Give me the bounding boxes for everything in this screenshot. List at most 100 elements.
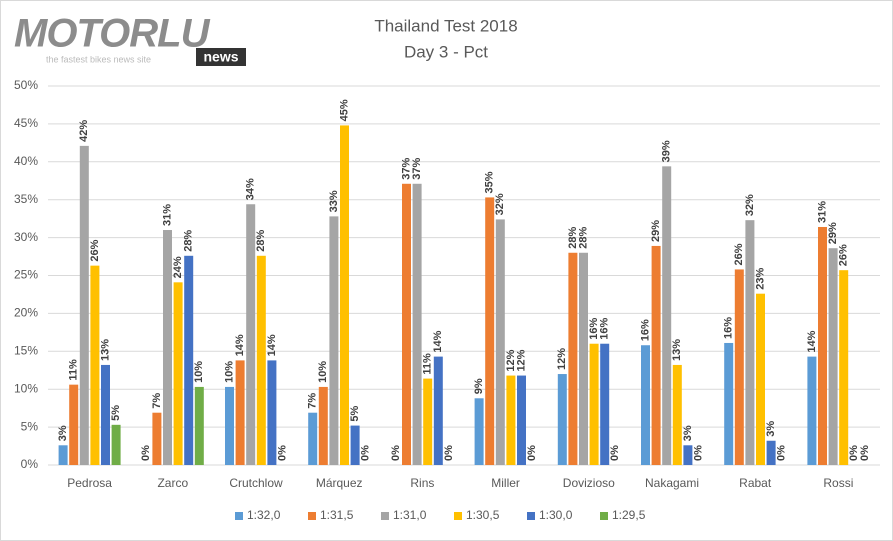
value-label: 0%	[526, 445, 538, 461]
bar	[256, 255, 266, 465]
value-label: 3%	[765, 421, 777, 437]
legend-label: 1:31,5	[320, 508, 354, 522]
x-tick-label: Dovizioso	[563, 476, 615, 490]
value-label: 29%	[827, 222, 839, 244]
bar	[194, 386, 204, 465]
y-tick-label: 30%	[14, 230, 38, 244]
value-label: 23%	[754, 267, 766, 289]
bar	[568, 252, 578, 465]
value-label: 10%	[317, 361, 329, 383]
y-tick-label: 50%	[14, 78, 38, 92]
bar	[672, 364, 682, 465]
value-label: 7%	[151, 393, 163, 409]
bar	[69, 384, 79, 465]
bar	[79, 145, 89, 465]
value-label: 24%	[172, 256, 184, 278]
legend-label: 1:31,0	[393, 508, 427, 522]
bar	[267, 360, 277, 465]
value-label: 0%	[390, 445, 402, 461]
legend-swatch	[235, 512, 243, 520]
value-label: 7%	[307, 393, 319, 409]
value-label: 13%	[671, 339, 683, 361]
value-label: 16%	[588, 317, 600, 339]
bar	[474, 398, 484, 465]
value-label: 0%	[360, 445, 372, 461]
bar	[340, 125, 349, 465]
bar	[517, 375, 526, 465]
value-label: 0%	[443, 445, 455, 461]
bar	[433, 356, 443, 465]
value-label: 5%	[349, 405, 361, 421]
x-tick-label: Pedrosa	[67, 476, 112, 490]
bar	[662, 166, 672, 465]
x-tick-label: Rabat	[739, 476, 772, 490]
y-tick-label: 10%	[14, 381, 38, 395]
value-label: 37%	[400, 158, 412, 180]
value-label: 12%	[505, 349, 517, 371]
bar	[724, 342, 734, 465]
value-label: 10%	[193, 361, 205, 383]
value-label: 42%	[78, 120, 90, 142]
logo-text: MOTORLU	[14, 12, 211, 56]
legend-swatch	[308, 512, 316, 520]
bar	[828, 248, 838, 465]
bar	[818, 226, 827, 465]
value-label: 12%	[515, 349, 527, 371]
x-tick-label: Rossi	[823, 476, 853, 490]
bar	[402, 183, 411, 466]
value-label: 26%	[838, 244, 850, 266]
legend-label: 1:30,0	[539, 508, 573, 522]
bar	[318, 386, 328, 465]
chart-title: Thailand Test 2018	[374, 16, 517, 35]
legend-swatch	[600, 512, 608, 520]
bar	[839, 270, 849, 465]
value-label: 28%	[183, 230, 195, 252]
value-label: 13%	[99, 339, 111, 361]
value-label: 33%	[328, 190, 340, 212]
value-label: 0%	[859, 445, 871, 461]
value-label: 26%	[733, 243, 745, 265]
y-tick-label: 20%	[14, 306, 38, 320]
y-tick-label: 40%	[14, 154, 38, 168]
bar	[485, 197, 495, 465]
logo-badge-box	[196, 48, 246, 66]
y-tick-label: 0%	[21, 457, 39, 471]
bar	[173, 282, 183, 465]
value-label: 39%	[661, 140, 673, 162]
bar	[807, 356, 817, 465]
bar	[235, 360, 245, 465]
value-label: 0%	[692, 445, 704, 461]
bar	[90, 265, 100, 465]
value-label: 0%	[848, 445, 860, 461]
bar	[745, 220, 755, 465]
legend-swatch	[454, 512, 462, 520]
chart-subtitle: Day 3 - Pct	[404, 42, 488, 61]
value-label: 3%	[682, 425, 694, 441]
value-label: 45%	[338, 99, 350, 121]
value-label: 16%	[723, 317, 735, 339]
value-label: 28%	[255, 230, 267, 252]
bar	[651, 245, 661, 465]
y-tick-label: 15%	[14, 343, 38, 357]
bar	[683, 445, 693, 465]
value-label: 11%	[68, 359, 80, 381]
value-label: 16%	[599, 317, 611, 339]
value-label: 31%	[161, 204, 173, 226]
value-label: 14%	[234, 334, 246, 356]
value-label: 29%	[650, 220, 662, 242]
value-label: 9%	[473, 378, 485, 394]
legend-swatch	[527, 512, 535, 520]
y-tick-label: 25%	[14, 268, 38, 282]
value-label: 12%	[556, 348, 568, 370]
bar	[506, 375, 516, 465]
legend-label: 1:29,5	[612, 508, 646, 522]
legend-label: 1:30,5	[466, 508, 500, 522]
value-label: 37%	[411, 158, 423, 180]
value-label: 16%	[639, 319, 651, 341]
bar	[423, 378, 433, 465]
value-label: 28%	[567, 227, 579, 249]
x-tick-label: Márquez	[316, 476, 363, 490]
bar	[756, 293, 765, 465]
